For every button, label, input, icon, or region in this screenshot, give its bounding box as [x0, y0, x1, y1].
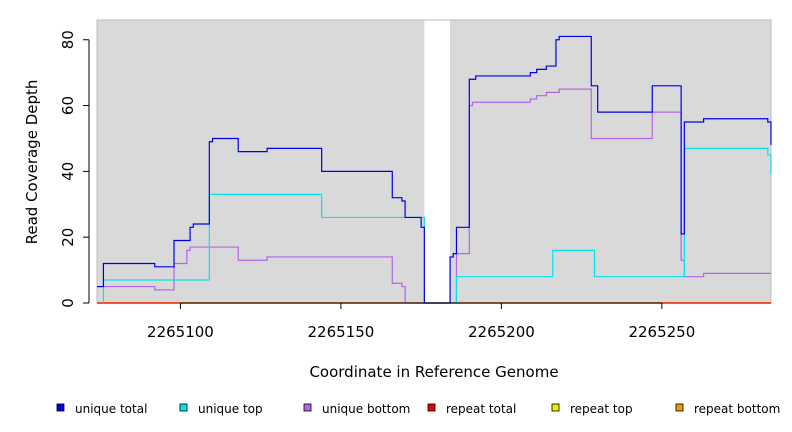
- y-tick-label: 60: [59, 96, 77, 115]
- gap-region: [424, 20, 451, 303]
- y-tick-label: 20: [59, 228, 77, 247]
- legend-swatch-unique-top: [179, 403, 188, 412]
- series-line-unique-top: [102, 147, 772, 304]
- x-axis-label: Coordinate in Reference Genome: [309, 363, 558, 381]
- legend: unique total unique top unique bottom repea…: [56, 402, 780, 416]
- x-tick-label: 2265250: [628, 323, 695, 341]
- x-tick-label: 2265200: [468, 323, 535, 341]
- axes: 0 20 40 60 80 2265100 2265150 2265200 2265250: [59, 30, 695, 341]
- series-line-unique-total: [97, 35, 772, 304]
- legend-swatch-repeat-bottom: [675, 403, 684, 412]
- y-tick-label: 0: [59, 298, 77, 308]
- plot-area: [96, 19, 772, 304]
- legend-label-repeat-total: repeat total: [446, 402, 516, 416]
- legend-label-repeat-bottom: repeat bottom: [694, 402, 780, 416]
- legend-swatch-repeat-total: [427, 403, 436, 412]
- legend-label-unique-top: unique top: [198, 402, 263, 416]
- y-axis-label: Read Coverage Depth: [23, 80, 41, 245]
- y-tick-label: 40: [59, 162, 77, 181]
- x-tick-label: 2265100: [147, 323, 214, 341]
- legend-swatch-unique-total: [56, 403, 65, 412]
- series-line-unique-bottom: [97, 88, 771, 304]
- legend-swatch-repeat-top: [551, 403, 560, 412]
- x-tick-label: 2265150: [308, 323, 375, 341]
- legend-label-unique-bottom: unique bottom: [322, 402, 410, 416]
- y-tick-label: 80: [59, 30, 77, 49]
- legend-label-repeat-top: repeat top: [570, 402, 633, 416]
- legend-swatch-unique-bottom: [303, 403, 312, 412]
- legend-label-unique-total: unique total: [75, 402, 147, 416]
